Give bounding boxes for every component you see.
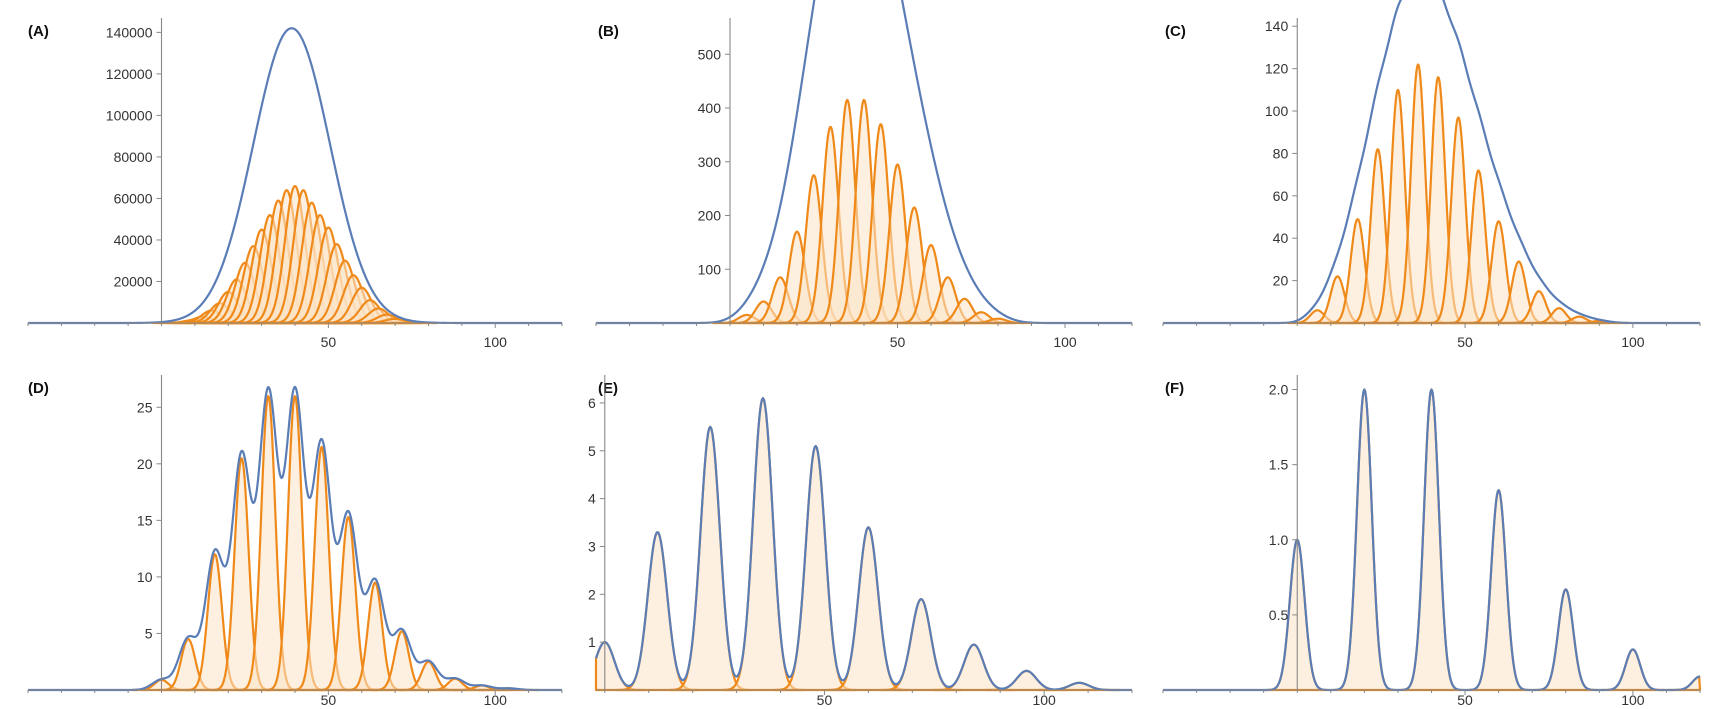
y-tick-label: 100000	[106, 107, 153, 123]
panel-label: (A)	[28, 23, 49, 40]
plot-area: 50 100 20000 40000 60000 80000 100000 120000 140…	[27, 18, 563, 350]
plot-area: 50 100 5 10 15 20 25	[27, 375, 563, 708]
x-tick-label: 100	[1621, 334, 1645, 350]
y-tick-label: 2.0	[1269, 382, 1289, 398]
y-tick-label: 1.0	[1269, 532, 1289, 548]
panel-d: (D) 50 100 5 10 15 20 25	[27, 375, 563, 708]
panel-e: (E) 50 100 1 2 3 4 5 6	[588, 375, 1133, 708]
x-tick-label: 50	[321, 692, 337, 708]
y-tick-label: 300	[698, 154, 722, 170]
panel-label: (C)	[1165, 23, 1186, 40]
y-tick-label: 1	[588, 634, 596, 650]
y-tick-label: 1.5	[1269, 457, 1289, 473]
panel-a: (A) 50 100 20000 40000 60000 80000 100000 12000…	[27, 18, 563, 350]
x-tick-label: 50	[321, 334, 337, 350]
plot-area: 50 100 20 40 60 80 100 120 140	[1162, 0, 1701, 350]
y-tick-label: 25	[137, 399, 153, 415]
component-curve	[721, 397, 805, 692]
envelope-curve	[594, 397, 1132, 692]
x-tick-label: 50	[1457, 692, 1473, 708]
y-tick-label: 20	[137, 456, 153, 472]
y-tick-label: 80	[1273, 145, 1289, 161]
plot-area: 50 100 0.5 1.0 1.5 2.0	[1162, 375, 1702, 708]
x-tick-label: 100	[484, 692, 508, 708]
component-curve	[1533, 588, 1598, 692]
y-tick-label: 0.5	[1269, 607, 1289, 623]
component-curve	[615, 531, 700, 692]
component-curve	[1399, 388, 1464, 692]
y-tick-label: 120	[1265, 61, 1289, 77]
y-tick-label: 40000	[114, 232, 153, 248]
panel-label: (F)	[1165, 380, 1184, 397]
component-curve	[826, 526, 911, 692]
y-tick-label: 3	[588, 538, 596, 554]
y-tick-label: 100	[698, 261, 722, 277]
panel-label: (E)	[598, 380, 618, 397]
y-tick-label: 60	[1273, 188, 1289, 204]
y-tick-label: 100	[1265, 103, 1289, 119]
plot-area: 50 100 100 200 300 400 500	[595, 0, 1133, 350]
component-curve	[1466, 489, 1531, 692]
panel-f: (F) 50 100 0.5 1.0 1.5 2.0	[1162, 375, 1702, 708]
x-tick-label: 100	[1032, 692, 1056, 708]
y-tick-label: 60000	[114, 190, 153, 206]
y-tick-label: 5	[588, 443, 596, 459]
panel-label: (B)	[598, 23, 619, 40]
x-tick-label: 100	[484, 334, 508, 350]
y-tick-label: 500	[698, 46, 722, 62]
component-curve	[773, 444, 858, 692]
y-tick-label: 6	[588, 395, 596, 411]
panel-b: (B) 50 100 100 200 300 400 500	[595, 0, 1133, 350]
plot-area: 50 100 1 2 3 4 5 6	[588, 375, 1133, 708]
x-tick-label: 50	[1457, 334, 1473, 350]
y-tick-label: 200	[698, 208, 722, 224]
x-tick-label: 100	[1621, 692, 1645, 708]
x-tick-label: 50	[890, 334, 906, 350]
y-tick-label: 10	[137, 569, 153, 585]
x-tick-label: 100	[1053, 334, 1077, 350]
y-tick-label: 400	[698, 100, 722, 116]
y-tick-label: 15	[137, 512, 153, 528]
y-tick-label: 2	[588, 586, 596, 602]
y-tick-label: 120000	[106, 66, 153, 82]
y-tick-label: 140000	[106, 24, 153, 40]
y-tick-label: 5	[145, 625, 153, 641]
component-curve	[932, 643, 1016, 692]
panel-label: (D)	[28, 380, 49, 397]
y-tick-label: 80000	[114, 149, 153, 165]
y-tick-label: 40	[1273, 230, 1289, 246]
component-curve	[1600, 648, 1665, 692]
y-tick-label: 140	[1265, 18, 1289, 34]
component-curve	[1332, 388, 1397, 692]
y-tick-label: 4	[588, 491, 596, 507]
y-tick-label: 20	[1273, 273, 1289, 289]
component-curve	[879, 597, 963, 692]
x-tick-label: 50	[817, 692, 833, 708]
y-tick-label: 20000	[114, 273, 153, 289]
component-curve	[668, 425, 752, 692]
panel-c: (C) 50 100 20 40 60 80 100 120 140	[1162, 0, 1701, 350]
